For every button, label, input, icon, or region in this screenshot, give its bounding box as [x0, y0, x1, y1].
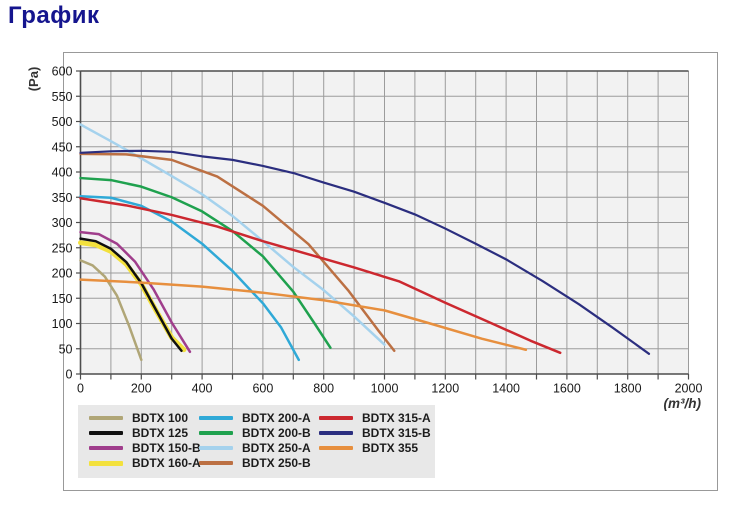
chart-legend: BDTX 100 BDTX 125 BDTX 150-B BDTX 160-A BDTX…	[78, 405, 435, 478]
x-tick-label: 2000	[675, 382, 703, 396]
x-tick-label: 1600	[553, 382, 581, 396]
x-tick-label: 800	[313, 382, 334, 396]
legend-swatch	[199, 416, 233, 420]
legend-swatch	[199, 431, 233, 435]
y-tick-label: 500	[52, 115, 73, 129]
x-tick-label: 1000	[371, 382, 399, 396]
legend-swatch	[89, 446, 123, 450]
legend-label: BDTX 125	[132, 426, 189, 440]
curve-bdtx-315-a	[79, 197, 562, 355]
legend-label: BDTX 200-B	[242, 426, 311, 440]
curve-bdtx-150-b	[79, 230, 192, 354]
legend-swatch	[89, 460, 123, 466]
x-axis-title: (m³/h)	[664, 396, 702, 411]
legend-label: BDTX 315-A	[362, 411, 431, 425]
fan-curves-chart-panel: 0 50 100 150 200 250 300 350 400 450 500 550 600 0 200…	[26, 52, 718, 491]
y-tick-label: 550	[52, 90, 73, 104]
y-tick-label: 600	[52, 65, 73, 79]
legend-swatch	[199, 446, 233, 450]
y-tick-label: 200	[52, 267, 73, 281]
legend-swatch	[319, 446, 353, 450]
legend-label: BDTX 200-A	[242, 411, 311, 425]
x-tick-label: 1200	[431, 382, 459, 396]
legend-label: BDTX 100	[132, 411, 189, 425]
y-tick-label: 300	[52, 216, 73, 230]
y-tick-label: 250	[52, 241, 73, 255]
curve-bdtx-355	[79, 278, 528, 352]
curve-bdtx-200-a	[79, 194, 301, 362]
y-tick-label: 400	[52, 166, 73, 180]
legend-label: BDTX 250-B	[242, 456, 311, 470]
y-tick-label: 350	[52, 191, 73, 205]
legend-swatch	[319, 416, 353, 420]
x-tick-label: 400	[192, 382, 213, 396]
legend-swatch	[199, 461, 233, 465]
legend-swatch	[319, 431, 353, 435]
y-tick-label: 0	[66, 368, 73, 382]
fan-curves-chart: 0 50 100 150 200 250 300 350 400 450 500 550 600 0 200…	[26, 65, 703, 412]
y-tick-label: 50	[59, 342, 73, 356]
x-tick-label: 200	[131, 382, 152, 396]
legend-label: BDTX 355	[362, 441, 419, 455]
legend-swatch	[89, 431, 123, 435]
x-tick-label: 600	[252, 382, 273, 396]
curve-bdtx-250-b	[79, 152, 396, 353]
curve-bdtx-125	[79, 237, 183, 353]
x-tick-label: 1800	[614, 382, 642, 396]
y-axis-title: (Pa)	[26, 67, 41, 92]
curve-bdtx-315-b	[79, 149, 651, 355]
legend-label: BDTX 160-A	[132, 456, 201, 470]
x-tick-label: 1400	[492, 382, 520, 396]
y-tick-label: 150	[52, 292, 73, 306]
page-title: График	[8, 2, 100, 29]
y-tick-label: 450	[52, 140, 73, 154]
legend-label: BDTX 150-B	[132, 441, 201, 455]
curve-bdtx-200-b	[79, 176, 332, 349]
legend-label: BDTX 250-A	[242, 441, 311, 455]
y-tick-label: 100	[52, 317, 73, 331]
x-tick-label: 0	[77, 382, 84, 396]
curve-bdtx-100	[79, 259, 143, 362]
legend-swatch	[89, 416, 123, 420]
legend-label: BDTX 315-B	[362, 426, 431, 440]
curve-bdtx-250-a	[79, 123, 386, 346]
